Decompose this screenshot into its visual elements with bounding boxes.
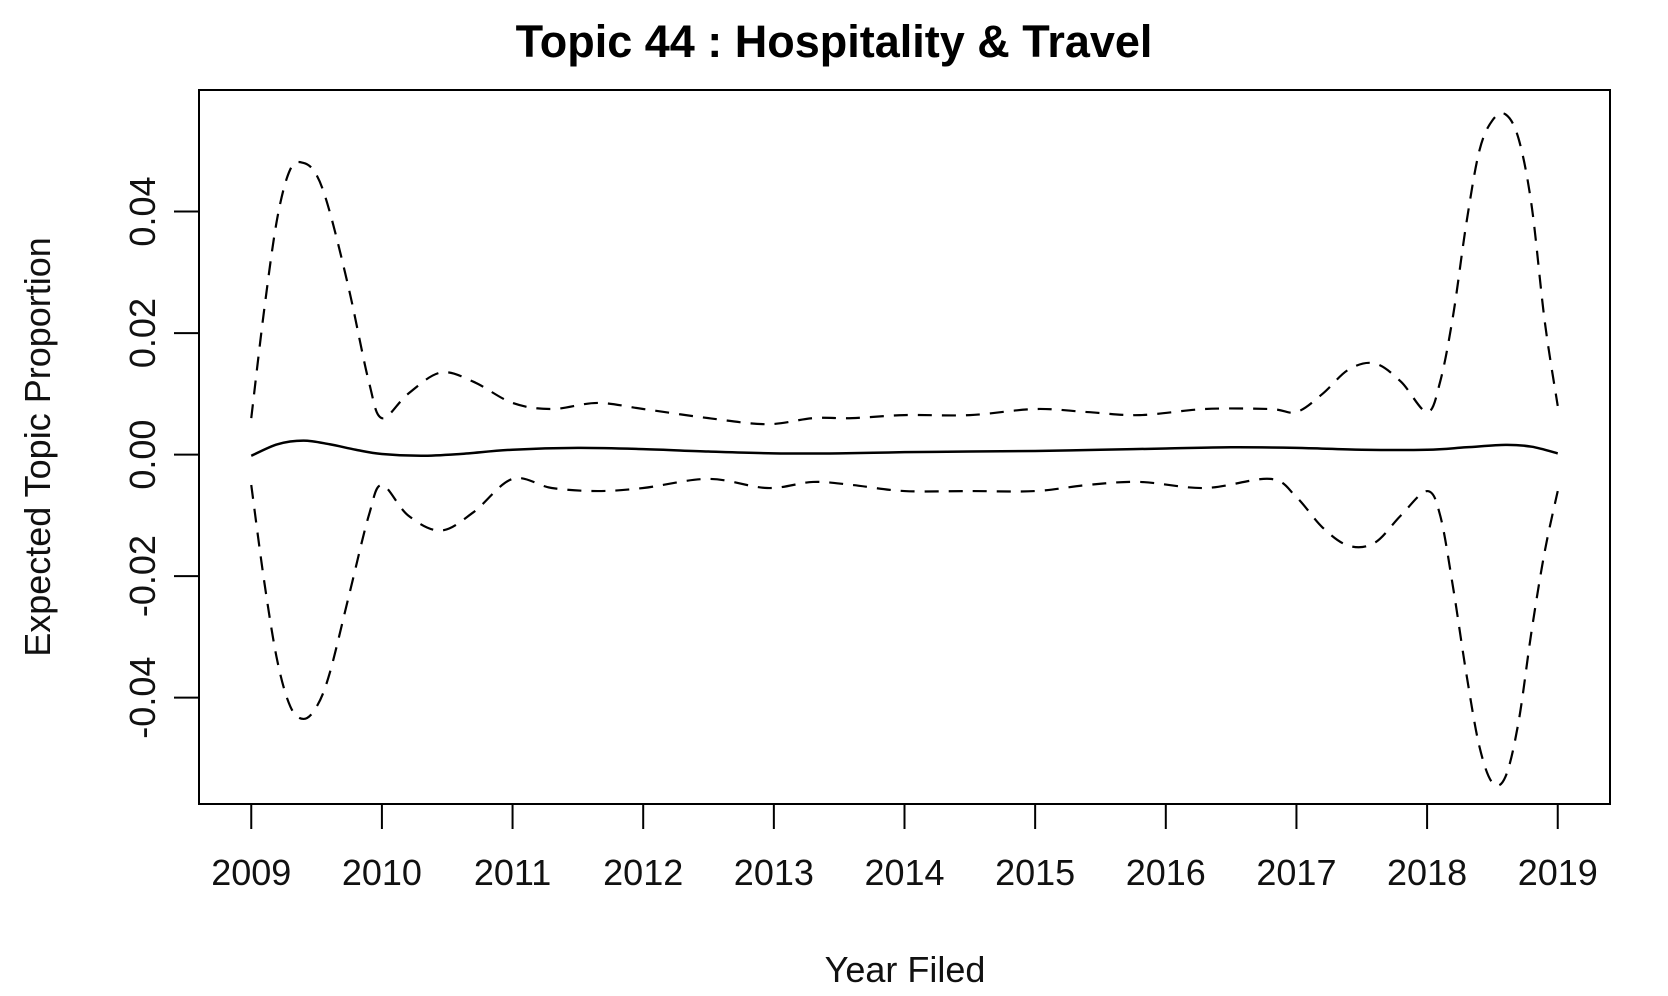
- x-tick-label: 2010: [342, 852, 422, 893]
- lower-ci-line: [250, 476, 1559, 787]
- x-tick-label: 2009: [211, 852, 291, 893]
- x-tick-label: 2015: [995, 852, 1075, 893]
- series-layer: [250, 112, 1559, 787]
- y-tick-label: -0.04: [122, 657, 163, 739]
- x-tick-label: 2016: [1126, 852, 1206, 893]
- y-axis: -0.04 -0.02 0.00 0.02 0.04: [122, 176, 200, 739]
- x-axis-label: Year Filed: [825, 949, 986, 990]
- plot-frame: [198, 89, 1611, 805]
- y-tick-label: 0.00: [122, 420, 163, 490]
- y-tick-label: 0.04: [122, 176, 163, 246]
- x-tick-label: 2018: [1387, 852, 1467, 893]
- x-tick-label: 2012: [603, 852, 683, 893]
- chart-title: Topic 44 : Hospitality & Travel: [516, 16, 1153, 67]
- x-tick-label: 2011: [474, 852, 551, 893]
- x-tick-label: 2014: [864, 852, 944, 893]
- x-tick-label: 2013: [734, 852, 814, 893]
- y-axis-label: Expected Topic Proportion: [17, 237, 58, 657]
- y-tick-label: -0.02: [122, 535, 163, 617]
- x-tick-label: 2019: [1518, 852, 1598, 893]
- x-tick-label: 2017: [1256, 852, 1336, 893]
- x-axis: 2009 2010 2011 2012 2013 2014 2015 2016 2017 2018…: [211, 803, 1598, 893]
- mean-line: [250, 439, 1559, 458]
- upper-ci-line: [250, 112, 1559, 426]
- y-tick-label: 0.02: [122, 298, 163, 368]
